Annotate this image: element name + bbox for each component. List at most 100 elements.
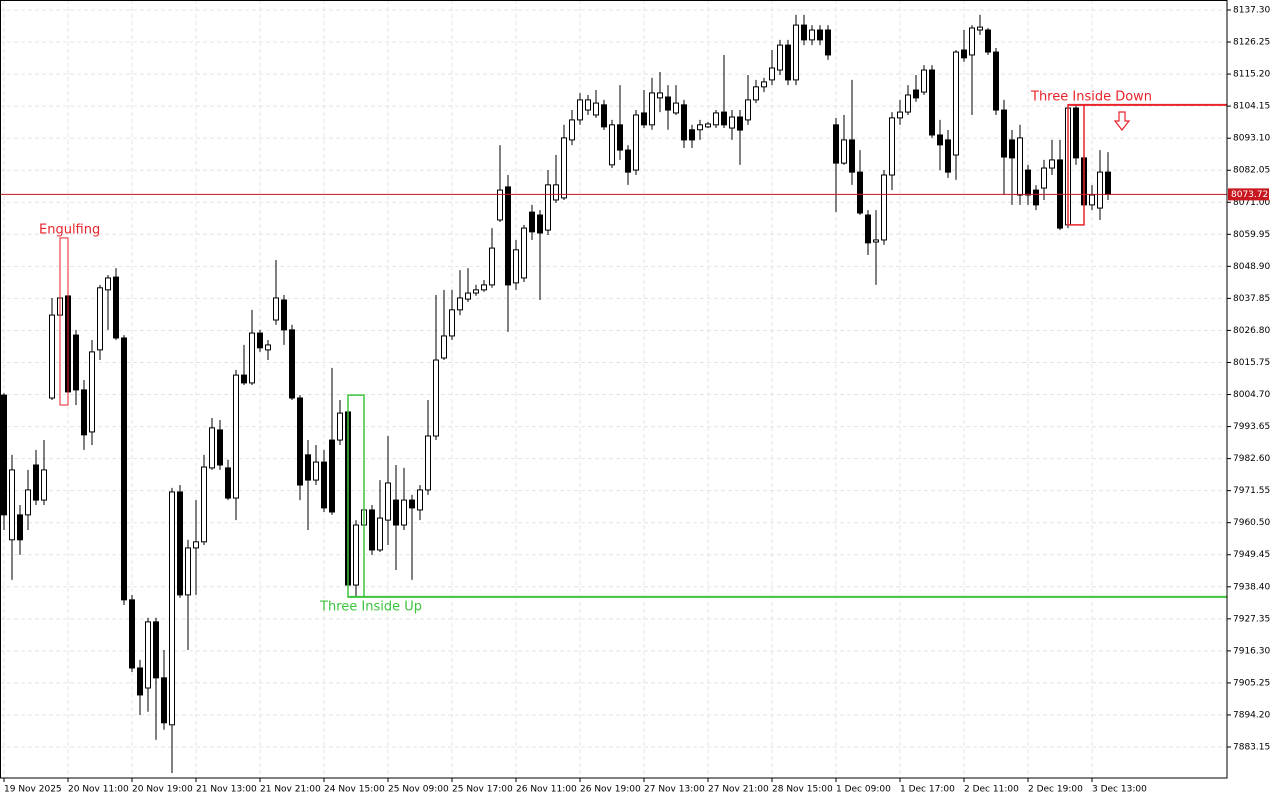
candle-body (761, 81, 767, 88)
candle-body (473, 289, 479, 294)
x-tick-label: 1 Dec 09:00 (836, 785, 891, 795)
candle-body (305, 454, 311, 481)
plot-frame (0, 0, 1228, 779)
candle-body (697, 124, 703, 131)
candle-body (817, 29, 823, 41)
candle-body (73, 334, 79, 391)
candle-body (313, 461, 319, 481)
candle-body (545, 184, 551, 231)
x-tick-label: 19 Nov 2025 (4, 785, 62, 795)
candle-body (1049, 159, 1055, 169)
candle-body (713, 112, 719, 126)
y-tick-label: 7971.55 (1233, 486, 1270, 496)
candle-body (561, 137, 567, 199)
x-tick-label: 21 Nov 21:00 (260, 785, 321, 795)
candle-body (273, 297, 279, 321)
y-tick-label: 7938.40 (1233, 582, 1270, 592)
candle-body (593, 102, 599, 116)
candle-body (777, 44, 783, 71)
candle-body (289, 329, 295, 399)
candle-body (281, 299, 287, 331)
candle-body (585, 99, 591, 111)
candle-body (905, 94, 911, 113)
y-tick-label: 8026.80 (1233, 326, 1270, 336)
y-tick-label: 7949.45 (1233, 550, 1270, 560)
x-tick-label: 2 Dec 11:00 (964, 785, 1019, 795)
candle-body (353, 524, 359, 586)
candle-body (185, 547, 191, 596)
y-tick-label: 8015.75 (1233, 358, 1270, 368)
candle-body (633, 114, 639, 171)
candle-body (553, 184, 559, 201)
candle-body (161, 677, 167, 724)
candle-body (393, 499, 399, 526)
candle-body (417, 489, 423, 511)
candle-body (9, 469, 15, 541)
candle-body (265, 344, 271, 351)
x-tick-label: 26 Nov 19:00 (580, 785, 641, 795)
y-tick-label: 8126.25 (1233, 38, 1270, 48)
candle-body (1025, 169, 1031, 196)
candle-body (169, 491, 175, 726)
x-tick-label: 3 Dec 13:00 (1092, 785, 1147, 795)
candle-body (1041, 167, 1047, 189)
candle-body (649, 92, 655, 126)
candle-body (537, 214, 543, 234)
candle-body (17, 514, 23, 541)
candle-body (929, 69, 935, 136)
candle-body (513, 249, 519, 284)
y-tick-label: 7916.30 (1233, 646, 1270, 656)
candle-body (857, 171, 863, 214)
candle-body (481, 284, 487, 291)
candle-body (457, 297, 463, 311)
candle-body (681, 104, 687, 141)
candle-body (153, 621, 159, 679)
x-tick-label: 28 Nov 15:00 (772, 785, 833, 795)
candle-body (921, 69, 927, 93)
candle-body (689, 129, 695, 141)
candle-body (601, 104, 607, 128)
candle-body (401, 499, 407, 526)
candle-body (873, 239, 879, 243)
x-tick-label: 26 Nov 11:00 (516, 785, 577, 795)
candle-body (657, 92, 663, 99)
candle-body (1089, 194, 1095, 206)
candle-body (641, 112, 647, 126)
y-tick-label: 8115.20 (1233, 70, 1270, 80)
candle-body (865, 214, 871, 244)
candle-body (1097, 171, 1103, 209)
x-tick-label: 25 Nov 09:00 (388, 785, 449, 795)
x-tick-label: 21 Nov 13:00 (196, 785, 257, 795)
candle-body (1017, 137, 1023, 196)
candle-body (889, 117, 895, 176)
candle-body (721, 111, 727, 126)
y-tick-label: 8071.00 (1233, 198, 1270, 208)
candle-body (1001, 109, 1007, 158)
candle-body (33, 464, 39, 501)
candle-body (177, 491, 183, 596)
y-tick-label: 7960.50 (1233, 518, 1270, 528)
candle-body (897, 111, 903, 119)
candle-body (209, 427, 215, 469)
y-tick-label: 8048.90 (1233, 262, 1270, 272)
candle-body (113, 276, 119, 339)
candle-body (505, 186, 511, 286)
x-tick-label: 20 Nov 11:00 (68, 785, 129, 795)
candle-body (97, 287, 103, 351)
y-tick-label: 8059.95 (1233, 230, 1270, 240)
candle-body (297, 397, 303, 486)
x-tick-label: 27 Nov 13:00 (644, 785, 705, 795)
y-tick-label: 7883.15 (1233, 743, 1270, 753)
pattern-label: Engulfing (39, 222, 100, 237)
y-tick-label: 7927.35 (1233, 614, 1270, 624)
candle-body (881, 174, 887, 241)
candle-body (961, 49, 967, 59)
candle-body (849, 139, 855, 173)
candle-body (257, 332, 263, 349)
candle-body (945, 139, 951, 173)
current-price-label: 8073.72 (1231, 190, 1268, 200)
candle-body (217, 429, 223, 466)
candle-body (337, 412, 343, 441)
candle-body (737, 116, 743, 131)
y-tick-label: 7894.20 (1233, 710, 1270, 720)
